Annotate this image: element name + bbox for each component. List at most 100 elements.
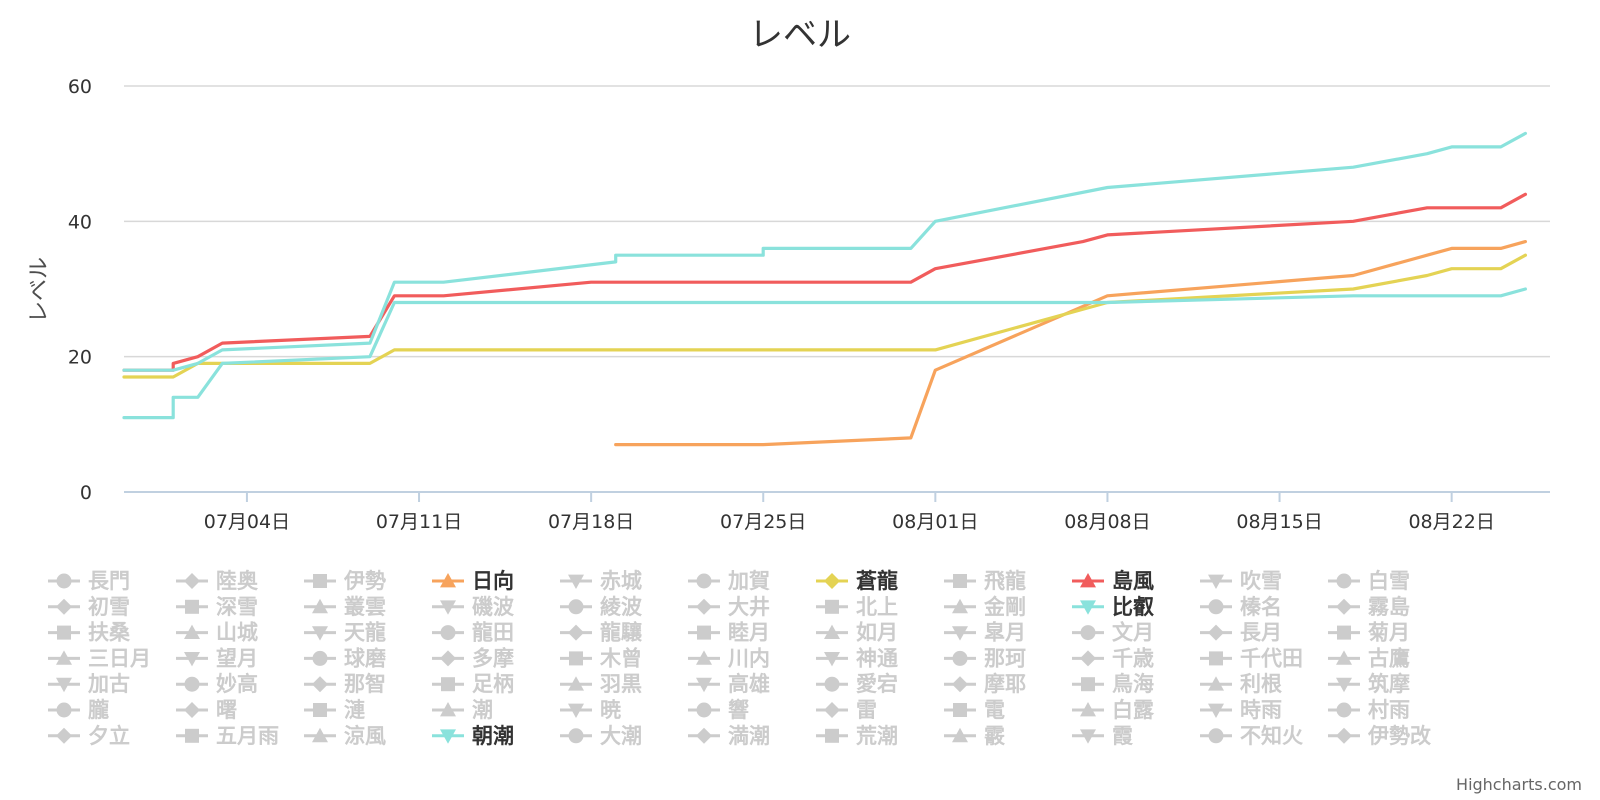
legend-item[interactable]: 加古 bbox=[48, 672, 130, 696]
legend-item[interactable]: 霧島 bbox=[1328, 595, 1410, 619]
legend-item[interactable]: 大潮 bbox=[560, 724, 642, 748]
legend-item[interactable]: 綾波 bbox=[560, 595, 643, 619]
legend-item[interactable]: 龍田 bbox=[432, 621, 514, 645]
legend-item[interactable]: 村雨 bbox=[1328, 698, 1410, 722]
legend-item[interactable]: 愛宕 bbox=[816, 672, 898, 696]
legend-marker-triangle bbox=[56, 650, 72, 665]
legend-item[interactable]: 白露 bbox=[1072, 698, 1155, 722]
legend-item[interactable]: 五月雨 bbox=[176, 724, 279, 748]
legend-item[interactable]: 白雪 bbox=[1328, 569, 1410, 593]
legend-item-label: 漣 bbox=[344, 698, 365, 722]
legend-item[interactable]: 望月 bbox=[176, 646, 258, 670]
legend-item[interactable]: 雷 bbox=[816, 698, 877, 722]
legend-marker-triangle bbox=[440, 573, 456, 588]
legend-item[interactable]: 千歳 bbox=[1072, 646, 1154, 670]
legend-item-label: 白雪 bbox=[1368, 569, 1410, 593]
legend-item[interactable]: 初雪 bbox=[48, 595, 130, 619]
credits-link[interactable]: Highcharts.com bbox=[1456, 775, 1582, 794]
legend-item[interactable]: 吹雪 bbox=[1200, 569, 1282, 593]
chart-title: レベル bbox=[749, 15, 851, 55]
legend-item[interactable]: 長門 bbox=[48, 569, 130, 593]
legend-item[interactable]: 扶桑 bbox=[48, 621, 131, 645]
legend-item[interactable]: 叢雲 bbox=[304, 595, 386, 619]
legend-item[interactable]: 北上 bbox=[816, 595, 898, 619]
legend-item[interactable]: 皐月 bbox=[944, 621, 1026, 645]
legend-item[interactable]: 那智 bbox=[304, 672, 386, 696]
legend-item[interactable]: 満潮 bbox=[688, 724, 770, 748]
legend-item[interactable]: 筑摩 bbox=[1328, 672, 1410, 696]
legend-item[interactable]: 響 bbox=[688, 698, 749, 722]
legend-item[interactable]: 日向 bbox=[432, 569, 514, 593]
legend-item[interactable]: 多摩 bbox=[432, 646, 514, 670]
legend-item[interactable]: 球磨 bbox=[304, 646, 386, 670]
y-tick-label: 20 bbox=[68, 347, 92, 369]
legend-item-label: 霰 bbox=[984, 724, 1006, 748]
legend-item[interactable]: 蒼龍 bbox=[816, 569, 898, 593]
legend-item-label: 加古 bbox=[87, 672, 130, 696]
legend-item[interactable]: 鳥海 bbox=[1072, 672, 1154, 696]
legend-item[interactable]: 島風 bbox=[1072, 569, 1154, 593]
legend-item[interactable]: 大井 bbox=[688, 595, 770, 619]
legend-item[interactable]: 摩耶 bbox=[944, 672, 1026, 696]
legend-item[interactable]: 暁 bbox=[560, 698, 621, 722]
legend-item-label: 響 bbox=[728, 698, 749, 722]
legend-item[interactable]: 千代田 bbox=[1200, 646, 1303, 670]
legend-item[interactable]: 朝潮 bbox=[432, 724, 514, 748]
legend-item[interactable]: 比叡 bbox=[1072, 595, 1154, 619]
legend-item[interactable]: 那珂 bbox=[944, 646, 1026, 670]
legend-item[interactable]: 夕立 bbox=[48, 724, 130, 748]
legend-item[interactable]: 妙高 bbox=[176, 672, 258, 696]
legend-item[interactable]: 時雨 bbox=[1200, 698, 1282, 722]
legend-item[interactable]: 天龍 bbox=[304, 621, 386, 645]
legend-item[interactable]: 深雪 bbox=[176, 595, 258, 619]
legend-item[interactable]: 山城 bbox=[176, 621, 258, 645]
legend-item[interactable]: 伊勢 bbox=[304, 569, 386, 593]
legend-item[interactable]: 曙 bbox=[176, 698, 237, 722]
legend-item[interactable]: 飛龍 bbox=[944, 569, 1026, 593]
legend-item[interactable]: 榛名 bbox=[1200, 595, 1282, 619]
legend-item-label: 雷 bbox=[856, 698, 877, 722]
legend-item[interactable]: 電 bbox=[944, 698, 1005, 722]
legend-item[interactable]: 不知火 bbox=[1200, 724, 1303, 748]
legend-item-label: 北上 bbox=[856, 595, 898, 619]
legend-item[interactable]: 潮 bbox=[432, 698, 493, 722]
legend-item[interactable]: 川内 bbox=[688, 646, 770, 670]
legend-item[interactable]: 利根 bbox=[1200, 672, 1282, 696]
legend-item[interactable]: 磯波 bbox=[432, 595, 515, 619]
legend-item[interactable]: 伊勢改 bbox=[1328, 724, 1432, 748]
legend-marker-triangle-down bbox=[568, 574, 584, 589]
legend-item[interactable]: 睦月 bbox=[688, 621, 770, 645]
legend-item-label: 金剛 bbox=[983, 595, 1026, 619]
legend-item[interactable]: 金剛 bbox=[944, 595, 1026, 619]
legend-item[interactable]: 陸奥 bbox=[176, 569, 259, 593]
legend-item[interactable]: 羽黒 bbox=[560, 672, 642, 696]
legend-item[interactable]: 赤城 bbox=[560, 569, 642, 593]
legend-item-label: 妙高 bbox=[216, 672, 258, 696]
legend-item[interactable]: 長月 bbox=[1200, 621, 1282, 645]
legend-item[interactable]: 高雄 bbox=[688, 672, 770, 696]
legend-item[interactable]: 霰 bbox=[944, 724, 1006, 748]
legend-item-label: 初雪 bbox=[88, 595, 130, 619]
legend-item[interactable]: 荒潮 bbox=[816, 724, 898, 748]
legend-item[interactable]: 古鷹 bbox=[1328, 646, 1410, 670]
legend-item[interactable]: 涼風 bbox=[304, 724, 386, 748]
legend-item[interactable]: 木曾 bbox=[560, 646, 642, 670]
x-tick-label: 08月15日 bbox=[1236, 511, 1322, 533]
legend-marker-square bbox=[1081, 677, 1095, 692]
legend-item[interactable]: 龍驤 bbox=[560, 621, 643, 645]
legend-item[interactable]: 霞 bbox=[1072, 724, 1134, 748]
legend-item[interactable]: 加賀 bbox=[688, 569, 770, 593]
legend-item[interactable]: 朧 bbox=[48, 698, 109, 722]
legend-item[interactable]: 如月 bbox=[816, 621, 898, 645]
legend-marker-square bbox=[441, 677, 455, 692]
legend-item[interactable]: 菊月 bbox=[1328, 621, 1410, 645]
legend-item[interactable]: 三日月 bbox=[48, 646, 151, 670]
legend-marker-square bbox=[1337, 625, 1351, 640]
legend-item-label: 望月 bbox=[216, 646, 258, 670]
legend-item[interactable]: 神通 bbox=[816, 646, 898, 670]
legend-item[interactable]: 足柄 bbox=[432, 672, 514, 696]
legend-item[interactable]: 漣 bbox=[304, 698, 365, 722]
legend-item[interactable]: 文月 bbox=[1072, 621, 1154, 645]
